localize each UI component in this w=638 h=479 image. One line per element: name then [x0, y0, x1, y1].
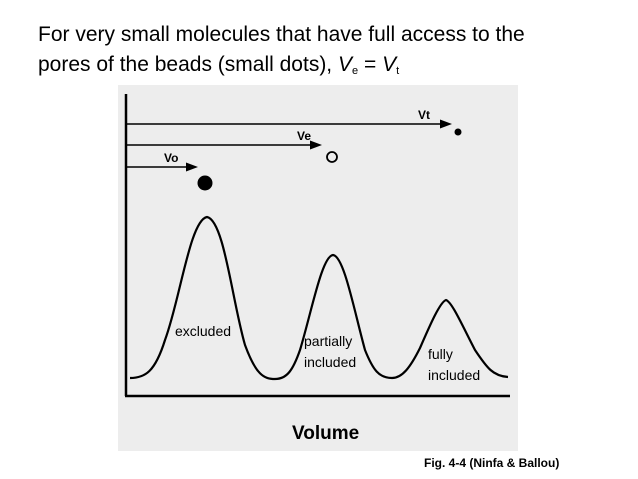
- slide-title: For very small molecules that have full …: [38, 20, 628, 86]
- peak-label-excluded-line-1: excluded: [175, 323, 231, 339]
- peak-label-excluded: excluded: [175, 323, 231, 339]
- ve-subscript: e: [352, 65, 359, 77]
- title-line-1: For very small molecules that have full …: [38, 23, 525, 46]
- vt-label: Vt: [418, 108, 430, 122]
- vt-arrow-head: [440, 119, 452, 129]
- peak-label-fully-included-line-2: included: [428, 367, 480, 383]
- peak-label-fully-included-line-1: fully: [428, 346, 453, 362]
- vo-arrow: Vo: [126, 151, 213, 191]
- peak-label-fully-included: fully included: [428, 346, 480, 383]
- vt-small-dot: [454, 128, 462, 136]
- peak-label-partially-included: partially included: [304, 333, 356, 370]
- vt-symbol: V: [382, 53, 397, 76]
- ve-arrow: Ve: [126, 129, 338, 163]
- vt-arrow: Vt: [126, 108, 462, 136]
- ve-arrow-head: [310, 140, 322, 150]
- equals-sign: =: [358, 53, 383, 76]
- peak-label-partially-included-line-1: partially: [304, 333, 352, 349]
- vo-arrow-head: [186, 162, 198, 172]
- vt-subscript: t: [396, 65, 400, 77]
- peak-label-partially-included-line-2: included: [304, 354, 356, 370]
- ve-open-circle: [326, 151, 338, 163]
- vo-label: Vo: [164, 151, 178, 165]
- figure-caption: Fig. 4-4 (Ninfa & Ballou): [424, 456, 560, 470]
- x-axis-label: Volume: [292, 423, 359, 444]
- vo-large-dot: [197, 175, 213, 191]
- ve-label: Ve: [297, 129, 311, 143]
- ve-symbol: V: [337, 53, 352, 76]
- elution-profile-curve: [129, 215, 509, 381]
- title-line-2-prefix: pores of the beads (small dots),: [38, 53, 338, 76]
- title-line-2: pores of the beads (small dots), Ve = Vt: [38, 50, 628, 86]
